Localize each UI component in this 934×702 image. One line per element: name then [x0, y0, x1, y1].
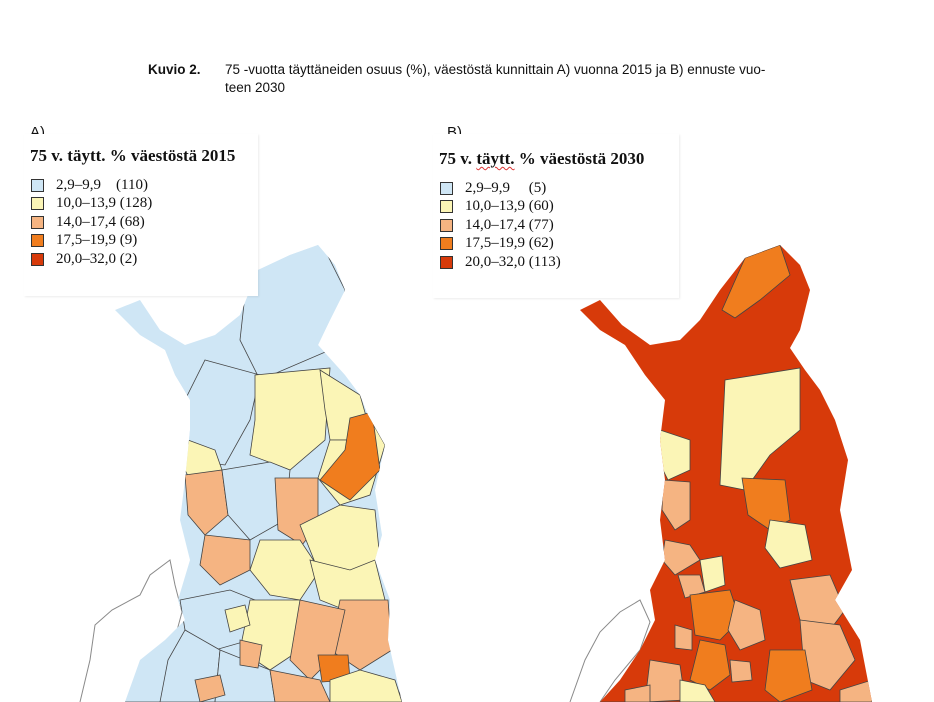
legend-b-item-1: 2,9–9,9 (5): [440, 179, 679, 198]
legend-count: (113): [528, 253, 561, 270]
legend-swatch: [31, 234, 44, 248]
legend-range: 14,0–17,4: [56, 213, 116, 230]
legend-count: (2): [119, 250, 138, 267]
municipality-region: [679, 679, 716, 702]
legend-count: (60): [528, 198, 554, 215]
legend-swatch: [440, 200, 453, 214]
municipality-region: [199, 534, 251, 586]
legend-range: 2,9–9,9: [56, 176, 101, 193]
municipality-region: [839, 679, 872, 702]
legend-swatch: [31, 215, 44, 229]
map-a-2015: [115, 245, 402, 702]
legend-range: 20,0–32,0: [465, 253, 525, 270]
municipality-region: [789, 574, 846, 631]
municipality-region: [764, 519, 813, 569]
legend-b: 75 v. täytt. % väestöstä 2030 2,9–9,9 (5…: [433, 134, 679, 298]
municipality-region: [699, 555, 726, 593]
municipality-region: [674, 624, 693, 651]
municipality-region: [329, 669, 402, 702]
municipality-region: [644, 659, 686, 702]
legend-a-item-4: 17,5–19,9 (9): [31, 232, 258, 251]
caption-line-1: 75 -vuotta täyttäneiden osuus (%), väest…: [225, 62, 766, 77]
legend-count: (62): [528, 235, 554, 252]
municipality-region: [721, 245, 791, 319]
legend-swatch: [31, 197, 44, 211]
legend-b-item-2: 10,0–13,9 (60): [440, 198, 679, 217]
legend-a-item-1: 2,9–9,9 (110): [31, 176, 258, 195]
legend-range: 10,0–13,9: [56, 195, 116, 212]
legend-a-item-5: 20,0–32,0 (2): [31, 250, 258, 269]
municipality-region: [719, 367, 801, 491]
legend-range: 17,5–19,9: [56, 232, 116, 249]
legend-swatch: [440, 237, 453, 251]
legend-b-item-5: 20,0–32,0 (113): [440, 253, 679, 272]
legend-swatch: [31, 178, 44, 192]
legend-count: (77): [528, 216, 554, 233]
legend-swatch: [440, 181, 453, 195]
legend-swatch: [440, 218, 453, 232]
legend-range: 10,0–13,9: [465, 198, 525, 215]
legend-swatch: [31, 252, 44, 266]
legend-a-item-2: 10,0–13,9 (128): [31, 195, 258, 214]
legend-swatch: [440, 255, 453, 269]
legend-count: (68): [119, 213, 145, 230]
legend-b-item-3: 14,0–17,4 (77): [440, 216, 679, 235]
legend-range: 14,0–17,4: [465, 216, 525, 233]
municipality-region: [194, 674, 226, 702]
legend-count: (128): [119, 195, 153, 212]
municipality-region: [729, 659, 753, 683]
legend-range: 17,5–19,9: [465, 235, 525, 252]
municipality-region: [224, 604, 251, 633]
municipality-region: [624, 684, 651, 702]
legend-b-item-4: 17,5–19,9 (62): [440, 235, 679, 254]
municipality-region: [677, 574, 706, 599]
legend-range: 20,0–32,0: [56, 250, 116, 267]
municipality-region: [727, 599, 766, 651]
municipality-region: [239, 639, 263, 669]
figure-caption: Kuvio 2. 75 -vuotta täyttäneiden osuus (…: [148, 61, 788, 97]
legend-count: (9): [119, 232, 138, 249]
municipality-region: [184, 469, 229, 536]
legend-a-title: 75 v. täytt. % väestöstä 2015: [30, 146, 236, 165]
legend-a: 75 v. täytt. % väestöstä 2015 2,9–9,9 (1…: [24, 134, 258, 296]
map-b-2030: [580, 245, 872, 702]
municipality-region: [269, 669, 331, 702]
municipality-region: [764, 649, 813, 702]
legend-count: (110): [116, 176, 148, 193]
caption-line-2: teen 2030: [225, 80, 286, 95]
legend-b-title: 75 v. täytt. % väestöstä 2030: [439, 149, 645, 168]
legend-range: 2,9–9,9: [465, 179, 510, 196]
municipality-region: [689, 639, 731, 691]
legend-a-item-3: 14,0–17,4 (68): [31, 213, 258, 232]
figure-number: Kuvio 2.: [148, 62, 201, 77]
legend-count: (5): [528, 179, 547, 196]
municipality-region: [661, 479, 691, 531]
